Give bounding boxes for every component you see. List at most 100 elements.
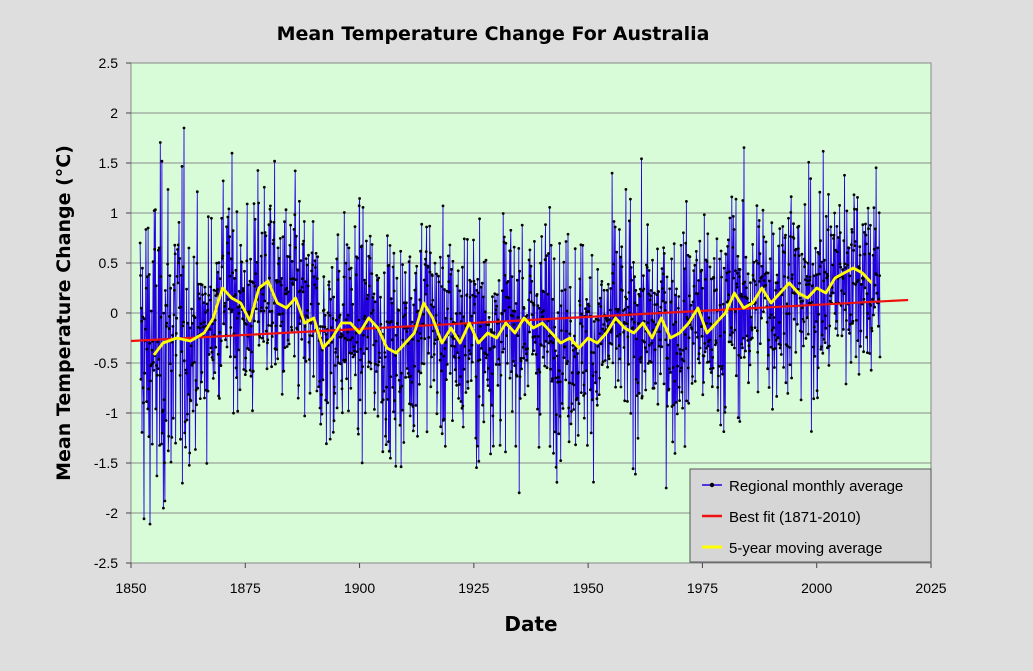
monthly-point [365,347,369,351]
monthly-point [683,445,687,448]
monthly-point [621,309,625,312]
monthly-point [582,383,586,387]
monthly-point [319,422,323,426]
monthly-point [331,317,335,320]
monthly-point [477,291,480,295]
monthly-point [863,286,867,290]
monthly-point [494,363,498,366]
monthly-point [741,346,744,350]
monthly-point [190,363,194,367]
monthly-point [493,292,497,296]
monthly-point [612,220,616,223]
monthly-point [664,338,668,342]
monthly-point [592,320,596,323]
monthly-point [633,275,636,279]
monthly-point [677,306,680,310]
monthly-point [811,284,814,288]
monthly-point [264,329,268,333]
monthly-point [656,402,660,406]
monthly-point [675,352,679,355]
monthly-point [472,279,476,283]
monthly-point [565,309,569,313]
monthly-point [310,334,314,338]
monthly-point [200,380,203,384]
monthly-point [565,329,568,333]
monthly-point [766,367,769,371]
monthly-point [156,367,160,371]
monthly-point [382,271,386,275]
monthly-point [700,334,704,338]
monthly-point [286,338,290,342]
monthly-point [652,320,656,324]
monthly-point [773,347,777,350]
monthly-point [701,393,705,397]
monthly-point [645,265,649,269]
monthly-point [874,166,878,170]
monthly-point [271,321,275,325]
monthly-point [507,305,511,309]
monthly-point [198,297,202,300]
monthly-point [856,196,859,199]
monthly-point [872,313,875,317]
monthly-point [802,257,806,261]
monthly-point [523,342,526,346]
monthly-point [317,385,321,389]
monthly-point [715,288,718,292]
monthly-point [439,425,443,429]
monthly-point [601,360,605,364]
monthly-point [875,273,878,277]
monthly-point [572,408,576,411]
monthly-point [490,372,494,376]
monthly-point [363,314,367,318]
monthly-point [568,381,571,385]
monthly-point [530,313,534,316]
monthly-point [597,318,600,322]
monthly-point [350,288,353,291]
monthly-point [405,367,409,370]
monthly-point [737,353,740,357]
monthly-point [237,348,240,352]
monthly-point [238,304,242,308]
monthly-point [702,213,706,217]
monthly-point [314,266,317,269]
monthly-point [270,335,274,338]
monthly-point [215,292,219,296]
monthly-point [336,278,340,282]
monthly-point [666,357,670,360]
monthly-point [383,355,387,359]
monthly-point [746,297,749,300]
monthly-point [736,254,740,258]
monthly-point [778,227,782,231]
monthly-point [461,265,464,269]
monthly-point [325,338,329,341]
monthly-point [692,284,696,288]
monthly-point [220,265,224,269]
monthly-point [517,247,521,250]
monthly-point [581,243,585,247]
monthly-point [676,364,680,368]
monthly-point [180,350,184,353]
monthly-point [708,265,712,269]
monthly-point [406,342,410,345]
monthly-point [519,357,523,360]
monthly-point [373,391,377,395]
monthly-point [706,344,710,348]
monthly-point [494,308,498,312]
monthly-point [307,340,311,344]
monthly-point [194,448,197,451]
monthly-point [525,314,529,317]
monthly-point [845,319,848,322]
monthly-point [336,355,339,359]
monthly-point [542,345,546,348]
monthly-point [318,406,322,410]
monthly-point [829,233,833,237]
monthly-point [498,363,501,366]
monthly-point [262,185,266,189]
x-axis-label: Date [504,612,557,636]
monthly-point [167,434,171,438]
monthly-point [466,380,470,384]
monthly-point [571,344,575,347]
monthly-point [869,368,873,372]
monthly-point [169,286,173,290]
